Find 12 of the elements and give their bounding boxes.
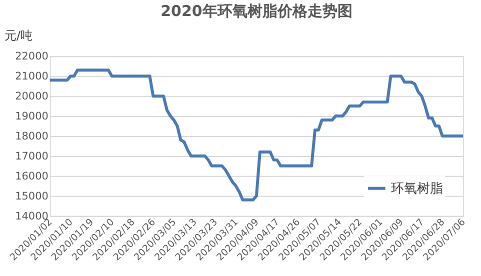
y-tick-label: 22000 <box>15 50 48 63</box>
y-tick-label: 16000 <box>15 170 48 182</box>
y-tick-label: 15000 <box>15 190 48 202</box>
y-tick-label: 19000 <box>15 110 48 123</box>
y-tick-label: 17000 <box>15 150 48 162</box>
y-axis-title: 元/吨 <box>4 28 33 43</box>
chart-title: 2020年环氧树脂价格走势图 <box>160 2 352 20</box>
y-tick-label: 21000 <box>15 70 48 83</box>
y-tick-label: 18000 <box>15 130 48 142</box>
y-tick-label: 20000 <box>15 90 48 103</box>
line-series <box>48 68 465 202</box>
legend-label: 环氧树脂 <box>391 181 444 196</box>
